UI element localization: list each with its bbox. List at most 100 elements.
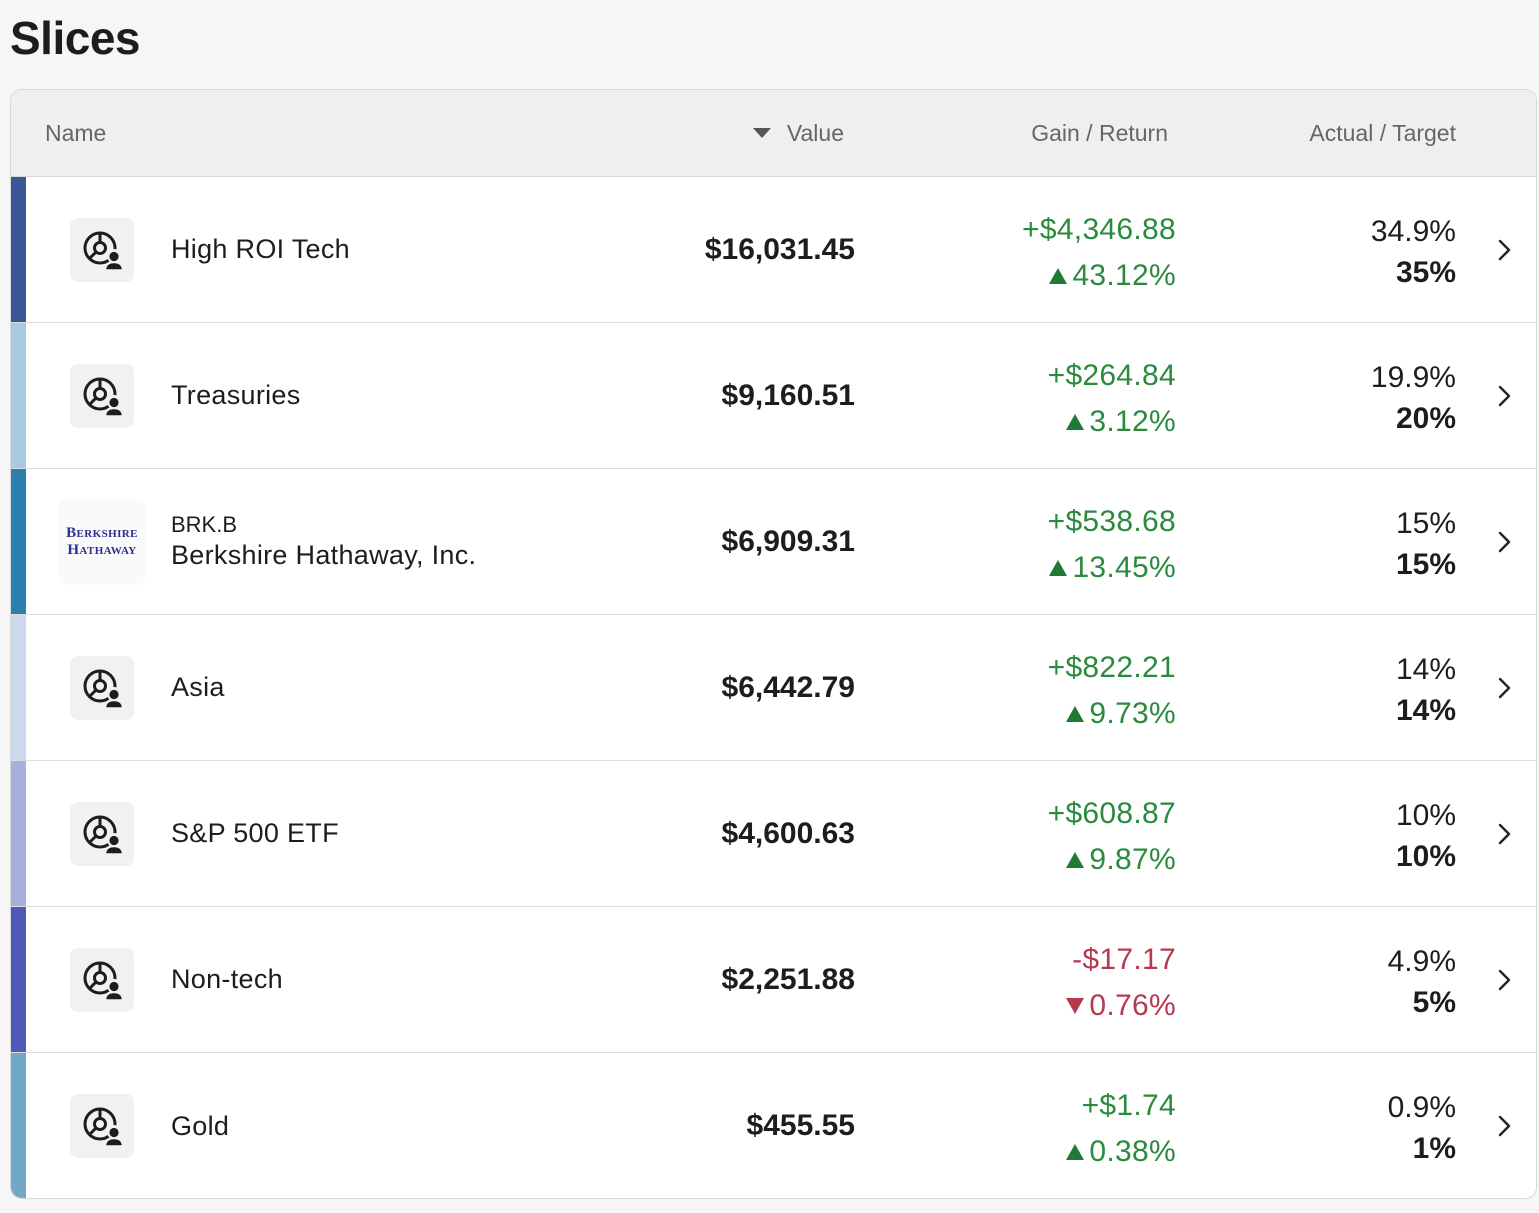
slice-value: $2,251.88	[721, 962, 855, 996]
column-header-name[interactable]: Name	[45, 120, 107, 146]
slice-actual-percent: 14%	[1395, 653, 1456, 686]
slice-return: 3.12%	[1048, 399, 1176, 445]
slice-allocation: 19.9% 20%	[1371, 357, 1456, 439]
slice-allocation: 10% 10%	[1396, 795, 1456, 877]
table-row[interactable]: S&P 500 ETF $4,600.63 +$608.87 9.87% 10%…	[11, 761, 1536, 907]
slice-ticker: BRK.B	[171, 512, 238, 537]
logo-text-line: Hathaway	[67, 542, 137, 558]
table-row[interactable]: Gold $455.55 +$1.74 0.38% 0.9% 1%	[11, 1053, 1536, 1198]
slice-value: $4,600.63	[721, 816, 855, 850]
slice-return: 13.45%	[1048, 545, 1176, 591]
slice-gain: +$608.87	[1047, 797, 1176, 830]
slice-color-stripe	[11, 323, 26, 468]
slice-allocation: 14% 14%	[1396, 649, 1456, 731]
chevron-right-icon[interactable]	[1490, 236, 1518, 264]
column-header-gain-return[interactable]: Gain / Return	[1031, 120, 1168, 146]
slice-target-percent: 1%	[1412, 1132, 1456, 1165]
triangle-up-icon	[1066, 414, 1085, 430]
slice-actual-percent: 15%	[1395, 507, 1456, 540]
slice-actual-percent: 34.9%	[1370, 215, 1456, 248]
triangle-up-icon	[1066, 852, 1085, 868]
slice-target-percent: 20%	[1395, 402, 1456, 435]
triangle-up-icon	[1049, 560, 1068, 576]
column-header-value-label: Value	[786, 120, 844, 146]
slice-target-percent: 14%	[1395, 694, 1456, 727]
chevron-right-icon[interactable]	[1490, 674, 1518, 702]
chevron-right-icon[interactable]	[1490, 1112, 1518, 1140]
slice-gain: +$538.68	[1047, 505, 1176, 538]
slice-return-value: 13.45%	[1072, 551, 1176, 584]
slice-color-stripe	[11, 761, 26, 906]
slice-return: 43.12%	[1022, 253, 1176, 299]
slices-table: Name Value Gain / Return Actual / Target…	[10, 89, 1537, 1199]
chevron-right-icon[interactable]	[1490, 382, 1518, 410]
slice-allocation: 15% 15%	[1396, 503, 1456, 585]
berkshire-hathaway-logo: Berkshire Hathaway	[59, 499, 145, 585]
pie-person-icon	[70, 948, 134, 1012]
slice-actual-percent: 10%	[1395, 799, 1456, 832]
slice-return: 0.38%	[1066, 1129, 1176, 1175]
slice-return-value: 9.73%	[1089, 697, 1176, 730]
table-row[interactable]: Treasuries $9,160.51 +$264.84 3.12% 19.9…	[11, 323, 1536, 469]
table-row[interactable]: Berkshire Hathaway BRK.B Berkshire Hathaw…	[11, 469, 1536, 615]
pie-person-icon	[70, 802, 134, 866]
slice-name: S&P 500 ETF	[171, 818, 339, 848]
pie-person-icon	[70, 1094, 134, 1158]
slice-target-percent: 5%	[1412, 986, 1456, 1019]
slice-return: 0.76%	[1066, 983, 1176, 1029]
slice-gain-return: -$17.17 0.76%	[1066, 937, 1176, 1029]
pie-person-icon	[70, 218, 134, 282]
slice-color-stripe	[11, 177, 26, 322]
pie-person-icon	[70, 656, 134, 720]
column-header-actual-target[interactable]: Actual / Target	[1309, 120, 1456, 146]
slice-value: $9,160.51	[721, 378, 855, 412]
slice-value: $6,442.79	[721, 670, 855, 704]
slice-allocation: 4.9% 5%	[1388, 941, 1456, 1023]
slice-gain: +$264.84	[1047, 359, 1176, 392]
chevron-right-icon[interactable]	[1490, 966, 1518, 994]
slice-target-percent: 35%	[1395, 256, 1456, 289]
table-row[interactable]: High ROI Tech $16,031.45 +$4,346.88 43.1…	[11, 177, 1536, 323]
slice-name: Gold	[171, 1110, 230, 1141]
slice-gain-return: +$264.84 3.12%	[1048, 353, 1176, 445]
slice-color-stripe	[11, 907, 26, 1052]
slice-return: 9.87%	[1048, 837, 1176, 883]
triangle-up-icon	[1049, 268, 1068, 284]
slice-value: $6,909.31	[721, 524, 855, 558]
slice-actual-percent: 4.9%	[1387, 945, 1456, 978]
slice-target-percent: 10%	[1395, 840, 1456, 873]
slice-gain-return: +$1.74 0.38%	[1066, 1083, 1176, 1175]
chevron-right-icon[interactable]	[1490, 528, 1518, 556]
table-row[interactable]: Non-tech $2,251.88 -$17.17 0.76% 4.9% 5%	[11, 907, 1536, 1053]
slice-gain-return: +$538.68 13.45%	[1048, 499, 1176, 591]
slice-name: Non-tech	[171, 964, 283, 994]
slice-target-percent: 15%	[1395, 548, 1456, 581]
page-title: Slices	[10, 12, 141, 64]
slice-name: Treasuries	[171, 380, 301, 410]
slice-name: Asia	[171, 672, 225, 702]
slice-name-block: Gold	[171, 1053, 230, 1198]
slice-name-block: BRK.B Berkshire Hathaway, Inc.	[171, 469, 476, 614]
triangle-up-icon	[1066, 1144, 1085, 1160]
sort-descending-icon	[752, 128, 771, 138]
slice-allocation: 34.9% 35%	[1371, 211, 1456, 293]
slice-gain: +$1.74	[1081, 1089, 1176, 1122]
slice-name-block: High ROI Tech	[171, 177, 350, 322]
slice-return: 9.73%	[1048, 691, 1176, 737]
table-body: High ROI Tech $16,031.45 +$4,346.88 43.1…	[11, 177, 1536, 1198]
slice-return-value: 0.38%	[1089, 1135, 1176, 1168]
slice-return-value: 0.76%	[1089, 989, 1176, 1022]
slice-color-stripe	[11, 615, 26, 760]
pie-person-icon	[70, 364, 134, 428]
slice-name-block: S&P 500 ETF	[171, 761, 339, 906]
slice-actual-percent: 0.9%	[1387, 1091, 1456, 1124]
chevron-right-icon[interactable]	[1490, 820, 1518, 848]
column-header-value[interactable]: Value	[752, 119, 844, 147]
slice-color-stripe	[11, 1053, 26, 1198]
slice-return-value: 3.12%	[1089, 405, 1176, 438]
slice-name-block: Non-tech	[171, 907, 283, 1052]
slice-name-block: Asia	[171, 615, 225, 760]
triangle-down-icon	[1066, 998, 1085, 1014]
table-header: Name Value Gain / Return Actual / Target	[11, 90, 1536, 177]
table-row[interactable]: Asia $6,442.79 +$822.21 9.73% 14% 14%	[11, 615, 1536, 761]
